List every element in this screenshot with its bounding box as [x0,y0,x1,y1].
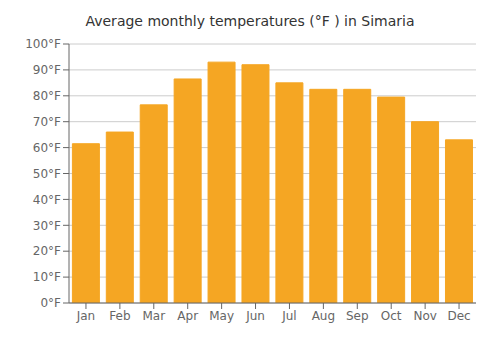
svg-text:May: May [209,309,234,323]
svg-text:Jan: Jan [76,309,96,323]
svg-text:Sep: Sep [346,309,369,323]
svg-text:0°F: 0°F [40,296,61,310]
svg-text:80°F: 80°F [33,89,61,103]
svg-text:40°F: 40°F [33,193,61,207]
svg-text:70°F: 70°F [33,115,61,129]
svg-text:60°F: 60°F [33,141,61,155]
svg-text:Apr: Apr [177,309,198,323]
svg-text:100°F: 100°F [25,37,61,51]
svg-text:30°F: 30°F [33,219,61,233]
svg-text:90°F: 90°F [33,63,61,77]
svg-text:Feb: Feb [109,309,130,323]
svg-text:50°F: 50°F [33,167,61,181]
html-text:Average monthly temperatures (: Average monthly temperatures (°F ) in Si… [85,13,415,29]
svg-text:Oct: Oct [381,309,402,323]
svg-text:Jul: Jul [281,309,296,323]
svg-text:10°F: 10°F [33,270,61,284]
svg-text:Jun: Jun [245,309,265,323]
svg-text:Aug: Aug [312,309,335,323]
svg-text:Nov: Nov [413,309,436,323]
svg-text:Dec: Dec [447,309,470,323]
svg-text:20°F: 20°F [33,244,61,258]
svg-text:Mar: Mar [142,309,165,323]
